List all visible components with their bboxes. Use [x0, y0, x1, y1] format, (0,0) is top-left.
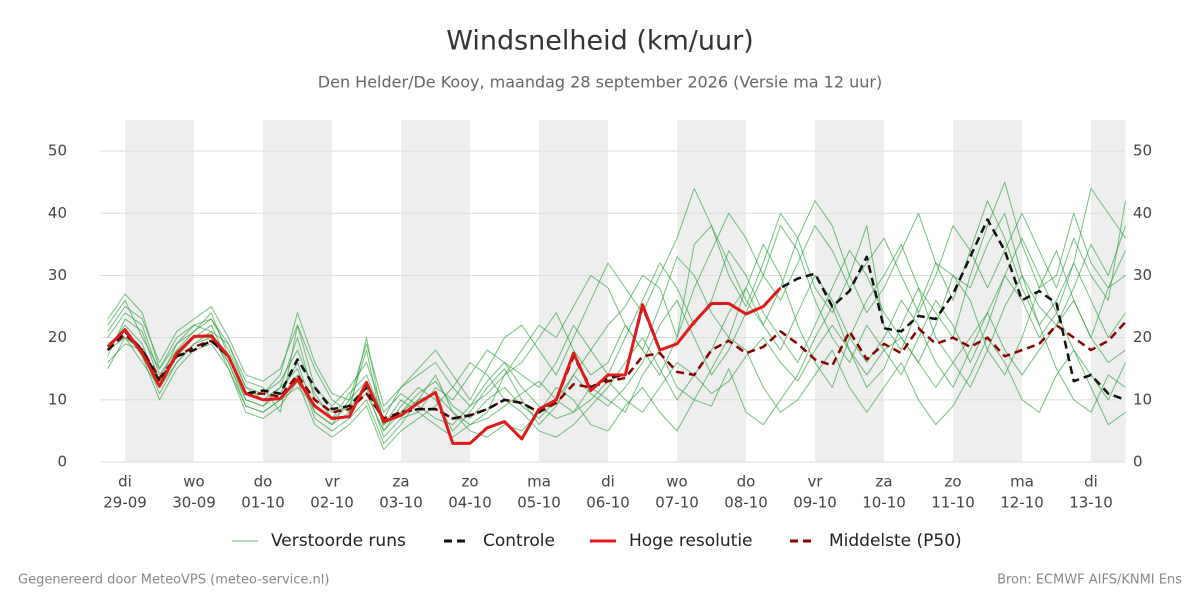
chart-subtitle: Den Helder/De Kooy, maandag 28 september… — [318, 73, 882, 92]
x-tick-label: di — [601, 473, 615, 491]
x-tick-label: 08-10 — [724, 494, 768, 512]
ensemble-line — [107, 200, 1126, 407]
y-tick-label: 10 — [48, 390, 67, 408]
y-tick-label-right: 30 — [1133, 266, 1152, 284]
x-tick-label: 11-10 — [931, 494, 975, 512]
ensemble-line — [107, 324, 1126, 444]
y-tick-label-right: 10 — [1133, 390, 1152, 408]
y-tick-label: 30 — [48, 266, 67, 284]
y-tick-label: 20 — [48, 328, 67, 346]
legend-label: Controle — [483, 531, 555, 551]
x-tick-label: za — [875, 473, 892, 491]
ensemble-line — [107, 225, 1126, 432]
x-tick-label: wo — [666, 473, 687, 491]
day-band — [263, 120, 332, 462]
x-tick-label: do — [254, 473, 273, 491]
day-band — [953, 120, 1022, 462]
x-tick-label: di — [1084, 473, 1098, 491]
x-tick-label: 05-10 — [517, 494, 561, 512]
ensemble-line — [107, 250, 1126, 426]
day-band — [125, 120, 194, 462]
y-tick-label-right: 20 — [1133, 328, 1152, 346]
x-tick-label: vr — [807, 473, 823, 491]
footer-right: Bron: ECMWF AIFS/KNMI Ens — [997, 573, 1182, 588]
x-tick-label: wo — [183, 473, 204, 491]
x-tick-label: 01-10 — [241, 494, 285, 512]
y-tick-label: 40 — [48, 204, 67, 222]
x-tick-label: do — [737, 473, 756, 491]
day-band — [539, 120, 608, 462]
ensemble-line — [107, 212, 1126, 432]
y-tick-label-right: 0 — [1133, 453, 1143, 471]
legend-label: Hoge resolutie — [629, 531, 753, 551]
x-tick-label: 10-10 — [862, 494, 906, 512]
y-tick-label: 50 — [48, 142, 67, 160]
ensemble-line — [107, 187, 1126, 419]
day-band — [401, 120, 470, 462]
x-tick-label: ma — [527, 473, 551, 491]
x-tick-label: 06-10 — [586, 494, 630, 512]
x-tick-label: 13-10 — [1069, 494, 1113, 512]
x-tick-label: vr — [324, 473, 340, 491]
series-line — [106, 286, 782, 445]
day-band — [677, 120, 746, 462]
series-line — [106, 218, 1126, 423]
legend-label: Middelste (P50) — [829, 531, 962, 551]
y-tick-label-right: 50 — [1133, 142, 1152, 160]
legend-label: Verstoorde runs — [271, 531, 406, 551]
x-tick-label: 30-09 — [172, 494, 216, 512]
footer-left: Gegenereerd door MeteoVPS (meteo-service… — [18, 573, 329, 588]
x-tick-label: 12-10 — [1000, 494, 1044, 512]
chart-title: Windsnelheid (km/uur) — [446, 26, 754, 57]
y-tick-label: 0 — [57, 453, 67, 471]
day-band — [1091, 120, 1126, 462]
x-tick-label: di — [118, 473, 132, 491]
y-tick-label-right: 40 — [1133, 204, 1152, 222]
x-tick-label: 09-10 — [793, 494, 837, 512]
x-tick-label: 02-10 — [310, 494, 354, 512]
x-tick-label: 07-10 — [655, 494, 699, 512]
x-tick-label: 04-10 — [448, 494, 492, 512]
x-tick-label: ma — [1010, 473, 1034, 491]
x-tick-label: 03-10 — [379, 494, 423, 512]
series-line — [106, 321, 1127, 420]
x-tick-label: za — [392, 473, 409, 491]
x-tick-label: zo — [944, 473, 961, 491]
x-tick-label: zo — [461, 473, 478, 491]
x-tick-label: 29-09 — [103, 494, 147, 512]
